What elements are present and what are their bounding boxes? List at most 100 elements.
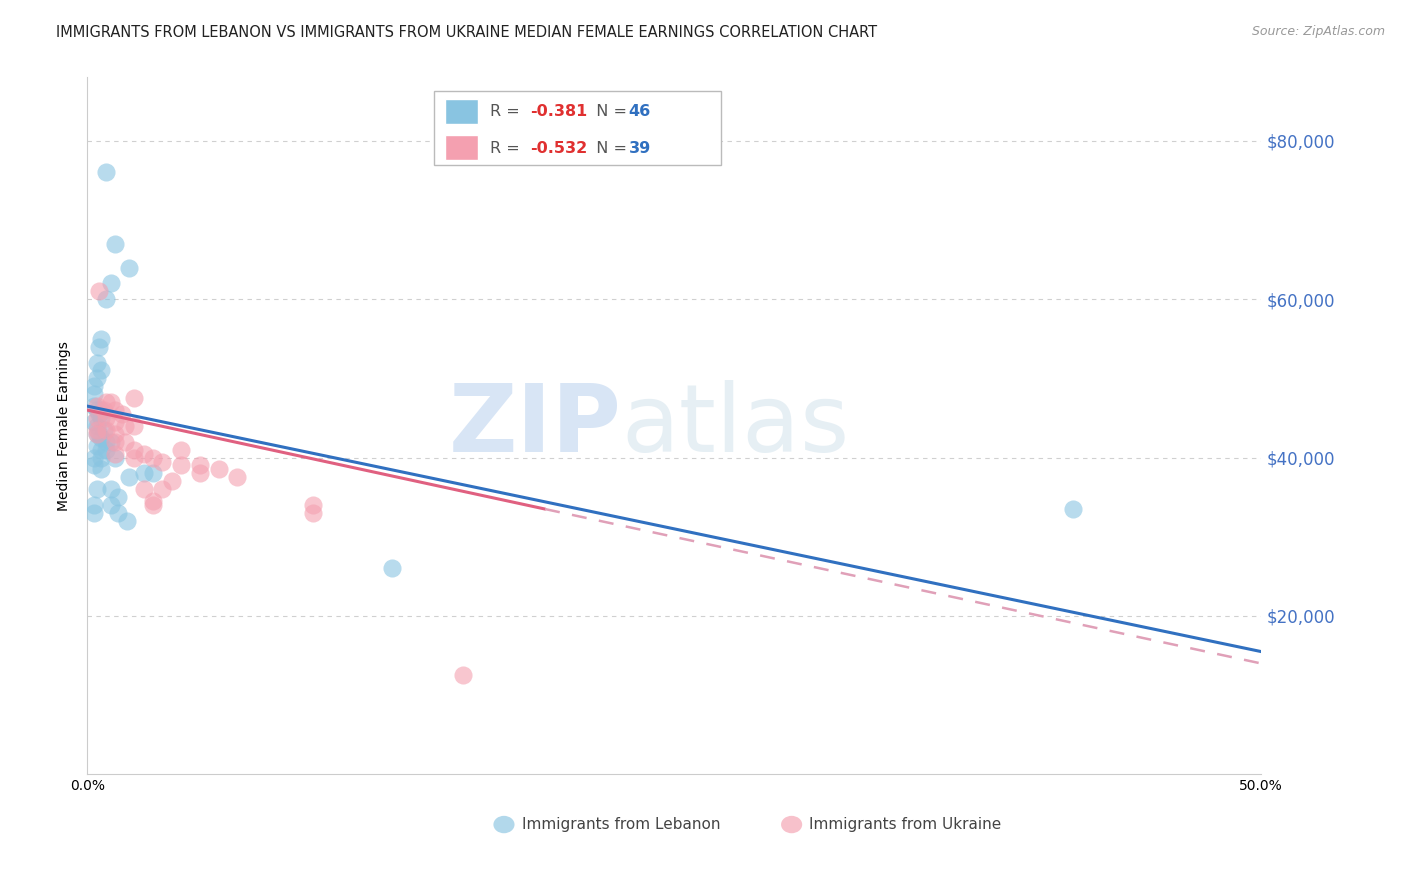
Point (90, 431, 112, 445)
Ellipse shape (782, 816, 803, 833)
Point (104, 447, 127, 461)
Point (90, 403, 112, 417)
Text: -0.381: -0.381 (530, 104, 588, 120)
Point (83, 506, 105, 520)
Point (104, 434, 127, 449)
FancyBboxPatch shape (446, 136, 478, 161)
Point (301, 498, 323, 512)
Point (208, 462, 231, 476)
Point (90, 363, 112, 377)
Point (104, 450, 127, 465)
Text: Immigrants from Lebanon: Immigrants from Lebanon (522, 817, 720, 832)
Point (83, 450, 105, 465)
Point (86, 426, 108, 441)
Point (170, 442, 193, 457)
Point (142, 450, 165, 465)
Text: 46: 46 (628, 104, 651, 120)
Text: R =: R = (489, 104, 524, 120)
Point (170, 458, 193, 473)
Point (87, 426, 110, 441)
Point (83, 498, 105, 512)
Point (132, 482, 155, 496)
FancyBboxPatch shape (446, 99, 478, 124)
Point (114, 434, 136, 449)
Point (104, 426, 127, 441)
Point (93, 403, 115, 417)
Point (100, 277, 122, 291)
Point (188, 458, 211, 473)
Point (118, 260, 141, 275)
Point (93, 423, 115, 437)
Point (86, 355, 108, 369)
Point (86, 426, 108, 441)
Point (86, 439, 108, 453)
Point (100, 498, 122, 512)
Point (142, 498, 165, 512)
Point (142, 467, 165, 481)
Point (86, 403, 108, 417)
Point (132, 467, 155, 481)
Point (90, 442, 112, 457)
Point (114, 418, 136, 433)
Point (86, 399, 108, 413)
Point (132, 447, 155, 461)
Point (115, 514, 138, 528)
Point (86, 411, 108, 425)
Point (188, 467, 211, 481)
Point (94, 434, 117, 449)
Text: 39: 39 (628, 141, 651, 156)
Point (87, 407, 110, 421)
Text: atlas: atlas (621, 380, 849, 472)
Point (107, 506, 129, 520)
Text: IMMIGRANTS FROM LEBANON VS IMMIGRANTS FROM UKRAINE MEDIAN FEMALE EARNINGS CORREL: IMMIGRANTS FROM LEBANON VS IMMIGRANTS FR… (56, 25, 877, 40)
Point (1062, 502, 1084, 516)
Point (86, 418, 108, 433)
Point (122, 442, 145, 457)
Point (451, 668, 474, 682)
Point (150, 454, 173, 468)
Point (160, 475, 183, 489)
Point (150, 482, 173, 496)
Point (301, 506, 323, 520)
Point (107, 490, 129, 504)
Point (94, 395, 117, 409)
Point (111, 407, 134, 421)
Point (104, 403, 127, 417)
Point (122, 418, 145, 433)
Point (86, 423, 108, 437)
Point (94, 165, 117, 179)
Point (83, 458, 105, 473)
Point (94, 411, 117, 425)
Text: ZIP: ZIP (449, 380, 621, 472)
Point (86, 371, 108, 385)
Text: -0.532: -0.532 (530, 141, 588, 156)
Point (122, 391, 145, 405)
Point (100, 482, 122, 496)
Ellipse shape (494, 816, 515, 833)
Point (90, 332, 112, 346)
Point (94, 292, 117, 306)
Point (83, 379, 105, 393)
FancyBboxPatch shape (433, 91, 721, 164)
Point (86, 482, 108, 496)
Point (226, 470, 249, 484)
Point (104, 236, 127, 251)
Point (118, 470, 141, 484)
Point (94, 442, 117, 457)
Point (104, 415, 127, 429)
Point (94, 423, 117, 437)
Text: R =: R = (489, 141, 524, 156)
Y-axis label: Median Female Earnings: Median Female Earnings (58, 341, 72, 511)
Point (90, 450, 112, 465)
Text: N =: N = (586, 104, 633, 120)
Point (90, 462, 112, 476)
Text: N =: N = (586, 141, 633, 156)
Point (87, 340, 110, 354)
Point (90, 411, 112, 425)
Point (381, 561, 404, 575)
Point (100, 434, 122, 449)
Point (83, 387, 105, 401)
Point (83, 415, 105, 429)
Text: Source: ZipAtlas.com: Source: ZipAtlas.com (1251, 25, 1385, 38)
Text: Immigrants from Ukraine: Immigrants from Ukraine (810, 817, 1001, 832)
